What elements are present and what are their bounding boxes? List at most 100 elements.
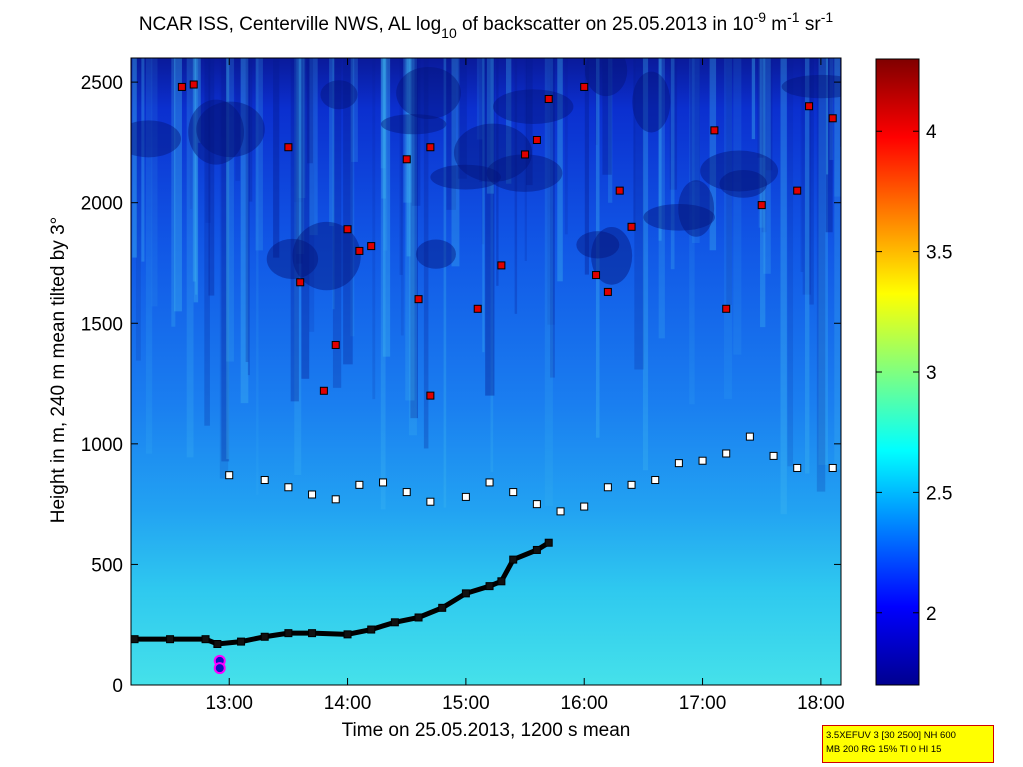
texture-streak (690, 58, 700, 182)
texture-streak (763, 58, 771, 274)
dark-patch (576, 231, 620, 259)
texture-streak (724, 58, 732, 399)
lower-layer-point (260, 476, 269, 485)
texture-streak (186, 58, 194, 458)
texture-streak (550, 58, 555, 378)
mixing-layer-point (308, 629, 317, 638)
dark-patch (453, 123, 533, 182)
texture-streak (255, 58, 263, 251)
lower-layer-point (556, 507, 565, 516)
texture-streak (135, 58, 141, 361)
y-tick-label: 1500 (81, 314, 123, 335)
texture-streak (451, 58, 460, 267)
mixing-layer-point (532, 545, 541, 554)
dark-patch (643, 203, 715, 231)
lower-layer-point (627, 480, 636, 489)
mixing-layer-point (213, 640, 222, 649)
texture-streak (485, 58, 495, 396)
texture-streak (804, 58, 810, 474)
texture-streak (208, 58, 215, 296)
aerosol-layer-point (828, 114, 837, 123)
colorbar-tick-label: 3 (926, 363, 937, 384)
svg-text:NCAR ISS, Centerville NWS, AL: NCAR ISS, Centerville NWS, AL log10 of b… (139, 9, 834, 41)
aerosol-layer-point (580, 82, 589, 91)
texture-streak (219, 58, 229, 479)
dark-patch (415, 239, 456, 269)
lower-layer-point (509, 488, 518, 497)
texture-streak (802, 58, 812, 295)
texture-streak (658, 58, 665, 339)
texture-streak (692, 58, 700, 244)
texture-streak (765, 58, 773, 171)
texture-streak (564, 58, 568, 235)
lower-layer-point (225, 471, 234, 480)
texture-streak (350, 58, 355, 337)
texture-streak (816, 58, 826, 492)
texture-streak (689, 58, 695, 405)
texture-streak (476, 58, 483, 140)
aerosol-layer-point (521, 150, 530, 159)
texture-streak (758, 58, 765, 228)
texture-streak (256, 58, 259, 495)
texture-streak (733, 58, 742, 355)
texture-streak (372, 58, 376, 400)
texture-streak (761, 58, 767, 233)
mixing-layer-point (485, 582, 494, 591)
chart-title: NCAR ISS, Centerville NWS, AL log10 of b… (139, 9, 834, 41)
mixing-layer-point (544, 538, 553, 547)
texture-streak (557, 58, 563, 282)
lower-layer-point (698, 456, 707, 465)
texture-streak (247, 58, 250, 376)
dark-patch (196, 101, 265, 158)
texture-streak (294, 58, 302, 476)
texture-streak (608, 58, 613, 203)
y-tick-label: 2000 (81, 194, 123, 215)
texture-streak (174, 58, 182, 312)
texture-streak (490, 58, 494, 472)
texture-streak (408, 58, 417, 436)
aerosol-layer-point (603, 287, 612, 296)
dark-patch (292, 221, 361, 291)
lower-layer-point (379, 478, 388, 487)
dark-patch (396, 66, 461, 120)
texture-streak (547, 58, 555, 325)
texture-streak (151, 58, 158, 307)
mixing-layer-point (509, 555, 518, 564)
texture-streak (423, 58, 429, 449)
texture-streak (457, 58, 467, 179)
texture-streak (595, 58, 598, 145)
lower-layer-point (793, 463, 802, 472)
dark-patch (188, 99, 245, 165)
texture-streak (399, 58, 403, 275)
x-axis-label: Time on 25.05.2013, 1200 s mean (342, 720, 631, 741)
lower-layer-point (284, 483, 293, 492)
texture-streak (834, 58, 841, 197)
dark-patch (493, 89, 574, 124)
texture-streak (481, 58, 485, 245)
x-tick-label: 15:00 (442, 693, 490, 714)
aerosol-layer-point (189, 80, 198, 89)
texture-streak (296, 58, 305, 255)
aerosol-layer-point (722, 304, 731, 313)
texture-streak (197, 58, 201, 143)
texture-streak (249, 58, 253, 202)
mixing-layer-point (461, 589, 470, 598)
lower-layer-point (355, 480, 364, 489)
y-axis: 0 500 1000 1500 2000 2500 (81, 73, 841, 697)
mixing-layer-point (497, 577, 506, 586)
aerosol-layer-point (710, 126, 719, 135)
info-box: 3.5XEFUV 3 [30 2500] NH 600 MB 200 RG 15… (822, 725, 994, 763)
texture-streak (658, 58, 662, 241)
plot-frame (130, 57, 842, 686)
texture-streak (332, 58, 342, 388)
aerosol-layer-point (627, 222, 636, 231)
texture-streak (760, 58, 766, 328)
texture-streak (670, 58, 675, 270)
texture-streak (297, 58, 306, 199)
aerosol-layer-point (757, 201, 766, 210)
texture-streak (633, 58, 636, 232)
texture-streak (446, 58, 457, 210)
texture-streak (584, 58, 589, 275)
lower-layer-point (308, 490, 317, 499)
texture-streak (482, 58, 485, 353)
